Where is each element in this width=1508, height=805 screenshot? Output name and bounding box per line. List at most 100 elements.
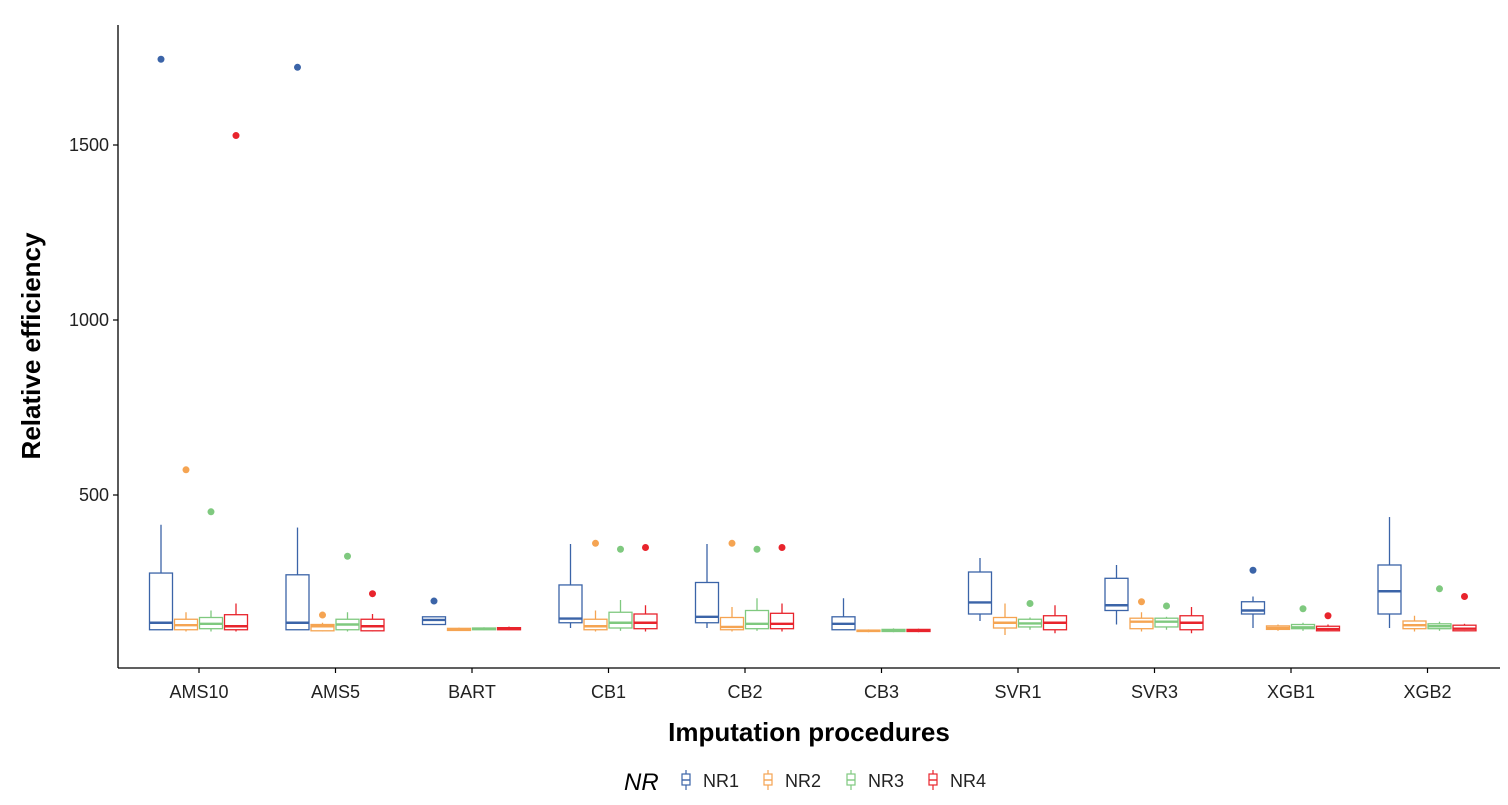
outlier-point <box>1324 612 1332 620</box>
box-nr1-svr3 <box>1104 565 1129 625</box>
legend-key-nr3 <box>846 770 856 790</box>
box-nr4-bart <box>496 626 522 631</box>
box-nr3-svr3 <box>1154 602 1179 630</box>
box-nr4-xgb2 <box>1452 593 1477 632</box>
box-iqr <box>694 581 720 624</box>
legend-label-nr1: NR1 <box>703 771 739 791</box>
box-iqr <box>769 612 795 630</box>
x-tick-label: XGB2 <box>1403 682 1451 702</box>
x-tick-label: AMS10 <box>169 682 228 702</box>
box-iqr <box>310 623 335 632</box>
box-nr4-ams10 <box>223 132 249 632</box>
box-iqr <box>744 609 770 630</box>
box-nr2-xgb2 <box>1402 615 1427 632</box>
outlier-point <box>430 597 438 605</box>
outlier-point <box>1436 585 1443 593</box>
x-tick-label: SVR3 <box>1131 682 1178 702</box>
outlier-point <box>1299 605 1307 613</box>
box-nr2-ams5 <box>310 611 335 632</box>
box-iqr <box>967 571 993 615</box>
box-iqr <box>1129 617 1154 630</box>
box-nr2-cb3 <box>856 629 881 633</box>
box-iqr <box>583 618 608 631</box>
box-nr4-cb1 <box>633 544 658 632</box>
box-nr4-cb2 <box>769 544 795 632</box>
outlier-point <box>1461 593 1468 600</box>
x-axis-title: Imputation procedures <box>668 717 950 747</box>
y-axis-title: Relative efficiency <box>16 232 46 459</box>
outlier-point <box>207 508 215 516</box>
box-nr1-ams5 <box>285 63 310 631</box>
box-iqr <box>1240 601 1266 615</box>
box-nr3-xgb2 <box>1427 585 1452 631</box>
box-iqr <box>223 614 249 631</box>
box-nr3-cb1 <box>608 545 633 631</box>
outlier-point <box>1138 598 1145 606</box>
box-nr3-bart <box>471 627 497 631</box>
outlier-point <box>344 552 351 560</box>
box-nr2-ams10 <box>173 466 199 632</box>
outlier-point <box>1249 566 1257 574</box>
box-nr1-xgb1 <box>1240 566 1266 628</box>
box-iqr <box>558 584 583 624</box>
legend-key-nr1 <box>681 770 691 790</box>
outlier-point <box>728 539 736 547</box>
x-ticks: AMS10 AMS5 BART CB1 CB2 CB3 SVR1 SVR3 XGB1 XGB2 <box>169 668 1452 702</box>
box-iqr <box>1104 577 1129 612</box>
box-iqr <box>360 618 385 632</box>
box-nr2-cb2 <box>719 539 745 632</box>
box-nr4-cb3 <box>906 628 931 633</box>
box-nr1-cb1 <box>558 544 583 628</box>
outlier-point <box>182 466 190 474</box>
x-tick-label: BART <box>448 682 496 702</box>
y-tick-label: 1000 <box>69 310 109 330</box>
box-nr2-svr3 <box>1129 598 1154 632</box>
legend-key-nr4 <box>928 770 938 790</box>
x-tick-label: SVR1 <box>994 682 1041 702</box>
outlier-point <box>1163 602 1170 610</box>
y-tick-label: 1500 <box>69 135 109 155</box>
outlier-point <box>1026 600 1034 607</box>
outlier-point <box>617 545 624 553</box>
box-nr4-svr3 <box>1179 607 1204 634</box>
box-nr3-ams10 <box>198 508 224 632</box>
box-nr1-cb3 <box>831 598 856 631</box>
legend-label-nr2: NR2 <box>785 771 821 791</box>
box-nr4-svr1 <box>1042 605 1068 634</box>
box-nr2-bart <box>446 627 472 632</box>
x-tick-label: CB2 <box>727 682 762 702</box>
box-nr3-svr1 <box>1017 600 1043 630</box>
x-tick-label: AMS5 <box>311 682 360 702</box>
box-nr1-svr1 <box>967 558 993 621</box>
legend-title: NR <box>624 769 659 796</box>
outlier-point <box>642 544 649 551</box>
box-nr3-cb2 <box>744 545 770 631</box>
outlier-point <box>232 132 240 140</box>
box-iqr <box>1377 564 1402 615</box>
x-tick-label: CB1 <box>591 682 626 702</box>
legend-label-nr4: NR4 <box>950 771 986 791</box>
box-iqr <box>633 613 658 630</box>
box-iqr <box>608 611 633 629</box>
box-nr3-cb3 <box>881 628 906 633</box>
box-nr1-cb2 <box>694 544 720 628</box>
box-iqr <box>285 574 310 631</box>
outlier-point <box>157 55 165 63</box>
box-nr4-ams5 <box>360 590 385 632</box>
box-nr2-svr1 <box>992 603 1018 635</box>
box-nr1-bart <box>421 597 447 626</box>
box-iqr <box>148 572 174 631</box>
outlier-point <box>753 545 761 553</box>
box-nr1-ams10 <box>148 55 174 631</box>
box-nr4-xgb1 <box>1315 612 1341 632</box>
x-tick-label: CB3 <box>864 682 899 702</box>
outlier-point <box>592 539 599 547</box>
outlier-point <box>778 544 786 551</box>
box-nr3-xgb1 <box>1290 605 1316 631</box>
legend-key-nr2 <box>763 770 773 790</box>
outlier-point <box>369 590 376 598</box>
legend-label-nr3: NR3 <box>868 771 904 791</box>
outlier-point <box>294 63 301 71</box>
y-ticks: 500 1000 1500 <box>69 135 118 505</box>
